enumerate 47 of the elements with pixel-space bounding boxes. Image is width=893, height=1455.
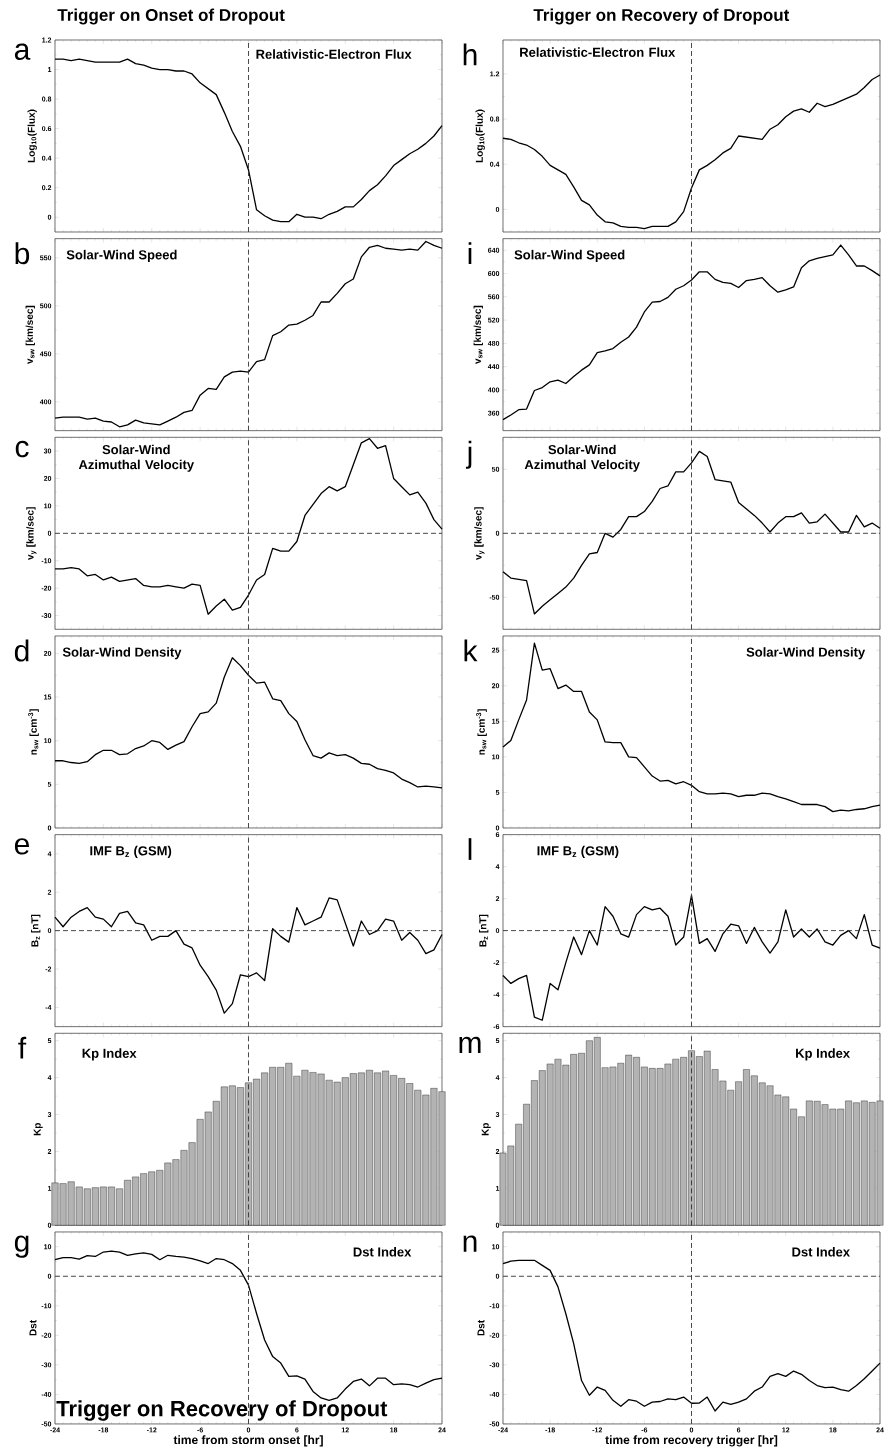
x-axis-title: time from storm onset [hr] bbox=[173, 1435, 323, 1447]
annotation: Solar-Wind Azimuthal Velocity bbox=[78, 444, 195, 472]
text: c bbox=[15, 440, 29, 458]
y-axis-title: B$_{z}$ [nT] bbox=[31, 914, 41, 947]
text: e bbox=[14, 838, 30, 855]
y-axis-title: Dst bbox=[477, 1320, 485, 1336]
y-axis-title: v$_{y}$ [km/sec] bbox=[26, 507, 37, 560]
annotation: Solar-Wind Density bbox=[746, 647, 866, 660]
y-axis-title: Kp bbox=[481, 1123, 491, 1136]
annotation: Kp Index bbox=[82, 1048, 137, 1061]
annotation: Trigger on Recovery of Dropout bbox=[56, 1400, 388, 1421]
text: n bbox=[463, 1235, 477, 1252]
y-axis-title: Log$_{10}$(Flux) bbox=[27, 109, 37, 163]
y-axis-title: n$_{sw}$ [cm$^{-3}$] bbox=[476, 709, 487, 755]
y-axis-title: v$_{sw}$ [km/sec] bbox=[25, 305, 35, 364]
text: m bbox=[459, 1036, 481, 1053]
chart-title: Trigger on Recovery of Dropout bbox=[533, 8, 790, 25]
text: h bbox=[463, 43, 477, 66]
annotation: Solar-Wind Speed bbox=[66, 249, 177, 262]
annotation: IMF B$_{z}$ (GSM) bbox=[90, 845, 172, 858]
annotation: Kp Index bbox=[796, 1048, 850, 1061]
annotation: Relativistic-Electron Flux bbox=[520, 47, 676, 57]
y-axis-title: v$_{y}$ [km/sec] bbox=[474, 507, 485, 560]
text: g bbox=[14, 1235, 29, 1258]
text: d bbox=[14, 639, 29, 662]
text: f bbox=[18, 1036, 27, 1059]
annotation: Solar-Wind Density bbox=[62, 647, 182, 660]
text: k bbox=[464, 639, 478, 662]
text: l bbox=[468, 838, 472, 860]
text: a bbox=[14, 43, 31, 60]
annotation: Solar-Wind Speed bbox=[514, 249, 625, 262]
text: b bbox=[15, 242, 30, 265]
annotation: Dst Index bbox=[792, 1247, 850, 1257]
y-axis-title: Dst bbox=[29, 1320, 37, 1336]
y-axis-title: Kp bbox=[33, 1123, 43, 1136]
chart-title: Trigger on Onset of Dropout bbox=[57, 8, 285, 25]
y-axis-title: B$_{z}$ [nT] bbox=[479, 914, 489, 947]
annotation: IMF B$_{z}$ (GSM) bbox=[537, 845, 619, 858]
annotation: Dst Index bbox=[353, 1247, 412, 1257]
text: j bbox=[465, 440, 472, 469]
y-axis-title: Log$_{10}$(Flux) bbox=[475, 109, 485, 163]
annotation: Solar-Wind Azimuthal Velocity bbox=[524, 444, 640, 472]
annotation: Relativistic-Electron Flux bbox=[256, 49, 412, 59]
y-axis-title: n$_{sw}$ [cm$^{-3}$] bbox=[28, 709, 39, 755]
x-axis-title: time from recovery trigger [hr] bbox=[605, 1435, 778, 1447]
text: i bbox=[468, 242, 472, 264]
y-axis-title: v$_{sw}$ [km/sec] bbox=[473, 305, 483, 364]
